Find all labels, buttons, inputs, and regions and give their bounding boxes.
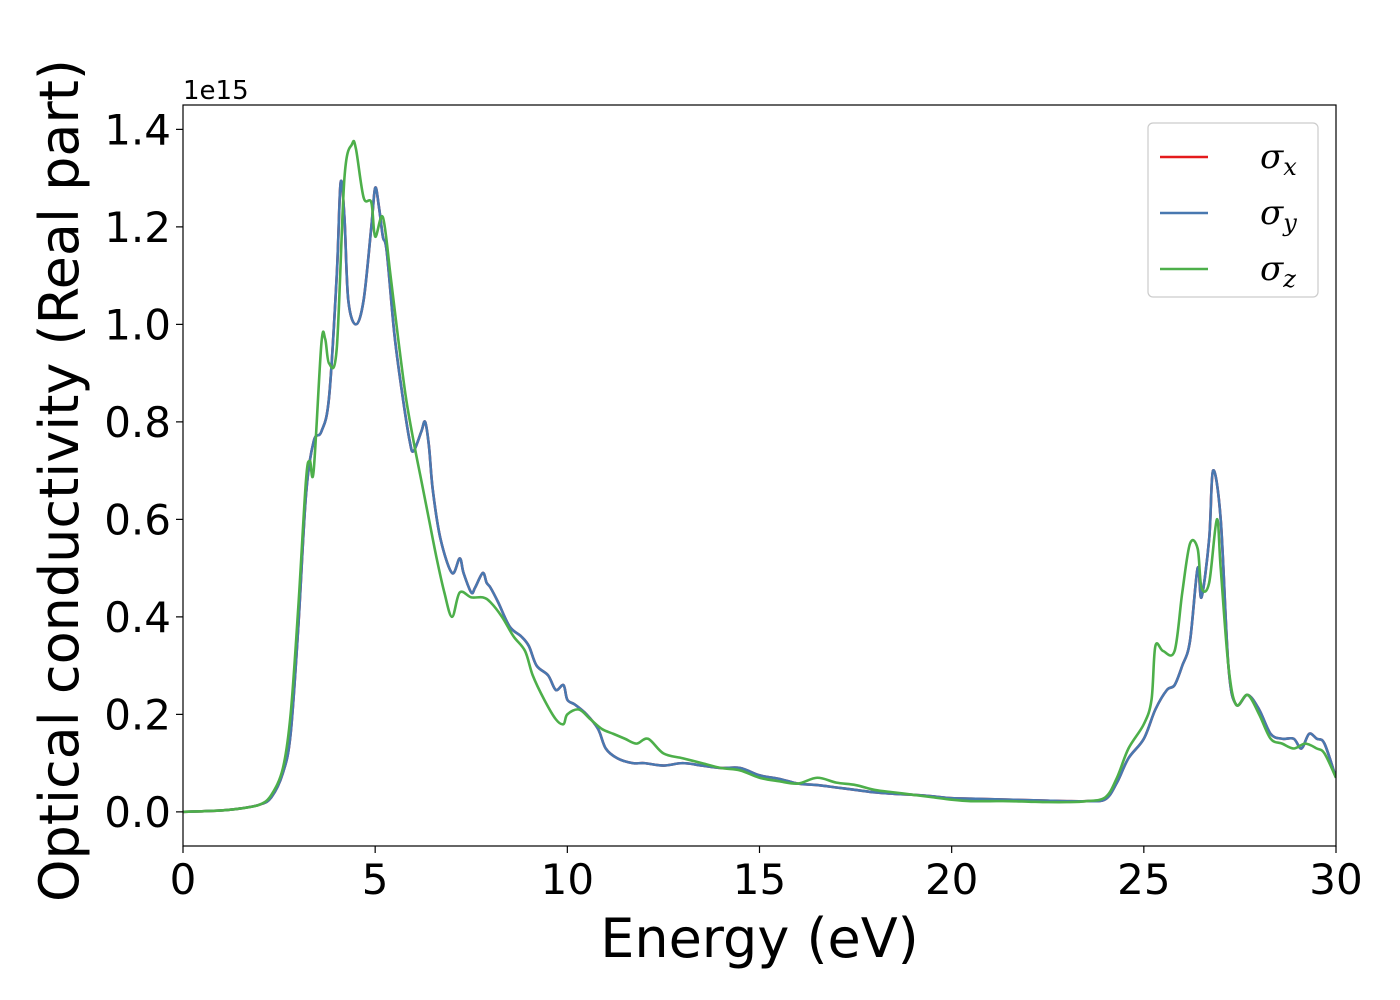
x-tick-label: 5	[362, 855, 389, 904]
x-axis-ticks: 0 5 10 15 20 25 30	[170, 846, 1363, 904]
x-tick-label: 15	[733, 855, 786, 904]
x-tick-label: 25	[1117, 855, 1170, 904]
legend: σx σy σz	[1147, 122, 1319, 298]
y-axis-title: Optical conductivity (Real part)	[28, 59, 91, 902]
x-tick-label: 20	[925, 855, 978, 904]
series-line-y	[183, 179, 1336, 814]
series-lines	[183, 139, 1336, 814]
legend-label-y: σy	[1260, 193, 1297, 237]
x-tick-label: 30	[1309, 855, 1362, 904]
y-axis-offset-label: 1e15	[183, 76, 249, 106]
legend-label-x: σx	[1260, 137, 1297, 181]
y-tick-label: 0.4	[104, 593, 171, 642]
series-line-z	[183, 139, 1336, 814]
y-tick-label: 0.6	[104, 495, 171, 544]
y-tick-label: 0.0	[104, 788, 171, 837]
x-tick-label: 10	[541, 855, 594, 904]
y-tick-label: 1.2	[104, 203, 171, 252]
y-tick-label: 0.8	[104, 398, 171, 447]
y-tick-label: 1.4	[104, 105, 171, 154]
x-tick-label: 0	[170, 855, 197, 904]
x-axis-title: Energy (eV)	[600, 907, 919, 970]
legend-box	[1147, 122, 1319, 298]
y-tick-label: 1.0	[104, 300, 171, 349]
y-tick-label: 0.2	[104, 690, 171, 739]
legend-label-z: σz	[1260, 249, 1296, 293]
y-axis-ticks: 0.0 0.2 0.4 0.6 0.8 1.0 1.2 1.4	[104, 105, 183, 837]
